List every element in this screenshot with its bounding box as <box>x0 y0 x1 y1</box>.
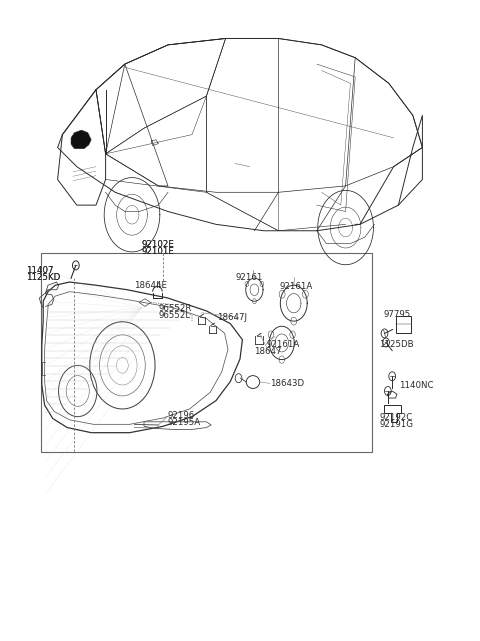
Text: 92196: 92196 <box>167 411 194 420</box>
Text: 1125KD: 1125KD <box>26 273 60 282</box>
Text: 96552L: 96552L <box>158 311 191 320</box>
Text: 92195A: 92195A <box>167 418 200 427</box>
Text: 92161: 92161 <box>235 273 263 282</box>
Text: 11407: 11407 <box>26 266 54 275</box>
Text: 18644E: 18644E <box>134 281 168 290</box>
Text: 96552R: 96552R <box>158 304 192 313</box>
Text: 1125DB: 1125DB <box>379 340 414 349</box>
Text: 1125KD: 1125KD <box>26 273 60 282</box>
Text: 92101E: 92101E <box>142 247 174 256</box>
Text: 92102E: 92102E <box>142 240 174 249</box>
Bar <box>396 316 411 333</box>
Text: 18647J: 18647J <box>217 313 247 322</box>
Text: 92161A: 92161A <box>266 340 300 349</box>
Text: 92191G: 92191G <box>379 420 413 429</box>
Bar <box>41 253 372 452</box>
Text: 92102E: 92102E <box>142 240 174 249</box>
Text: 92192C: 92192C <box>379 413 412 422</box>
Text: 11407: 11407 <box>26 266 54 275</box>
Text: 18643D: 18643D <box>270 379 304 388</box>
Text: 92101E: 92101E <box>142 247 174 256</box>
Text: 97795: 97795 <box>384 310 411 319</box>
Text: 1140NC: 1140NC <box>399 381 434 390</box>
Text: 92161A: 92161A <box>279 282 312 291</box>
Polygon shape <box>71 130 91 149</box>
Text: 18647: 18647 <box>254 347 282 356</box>
